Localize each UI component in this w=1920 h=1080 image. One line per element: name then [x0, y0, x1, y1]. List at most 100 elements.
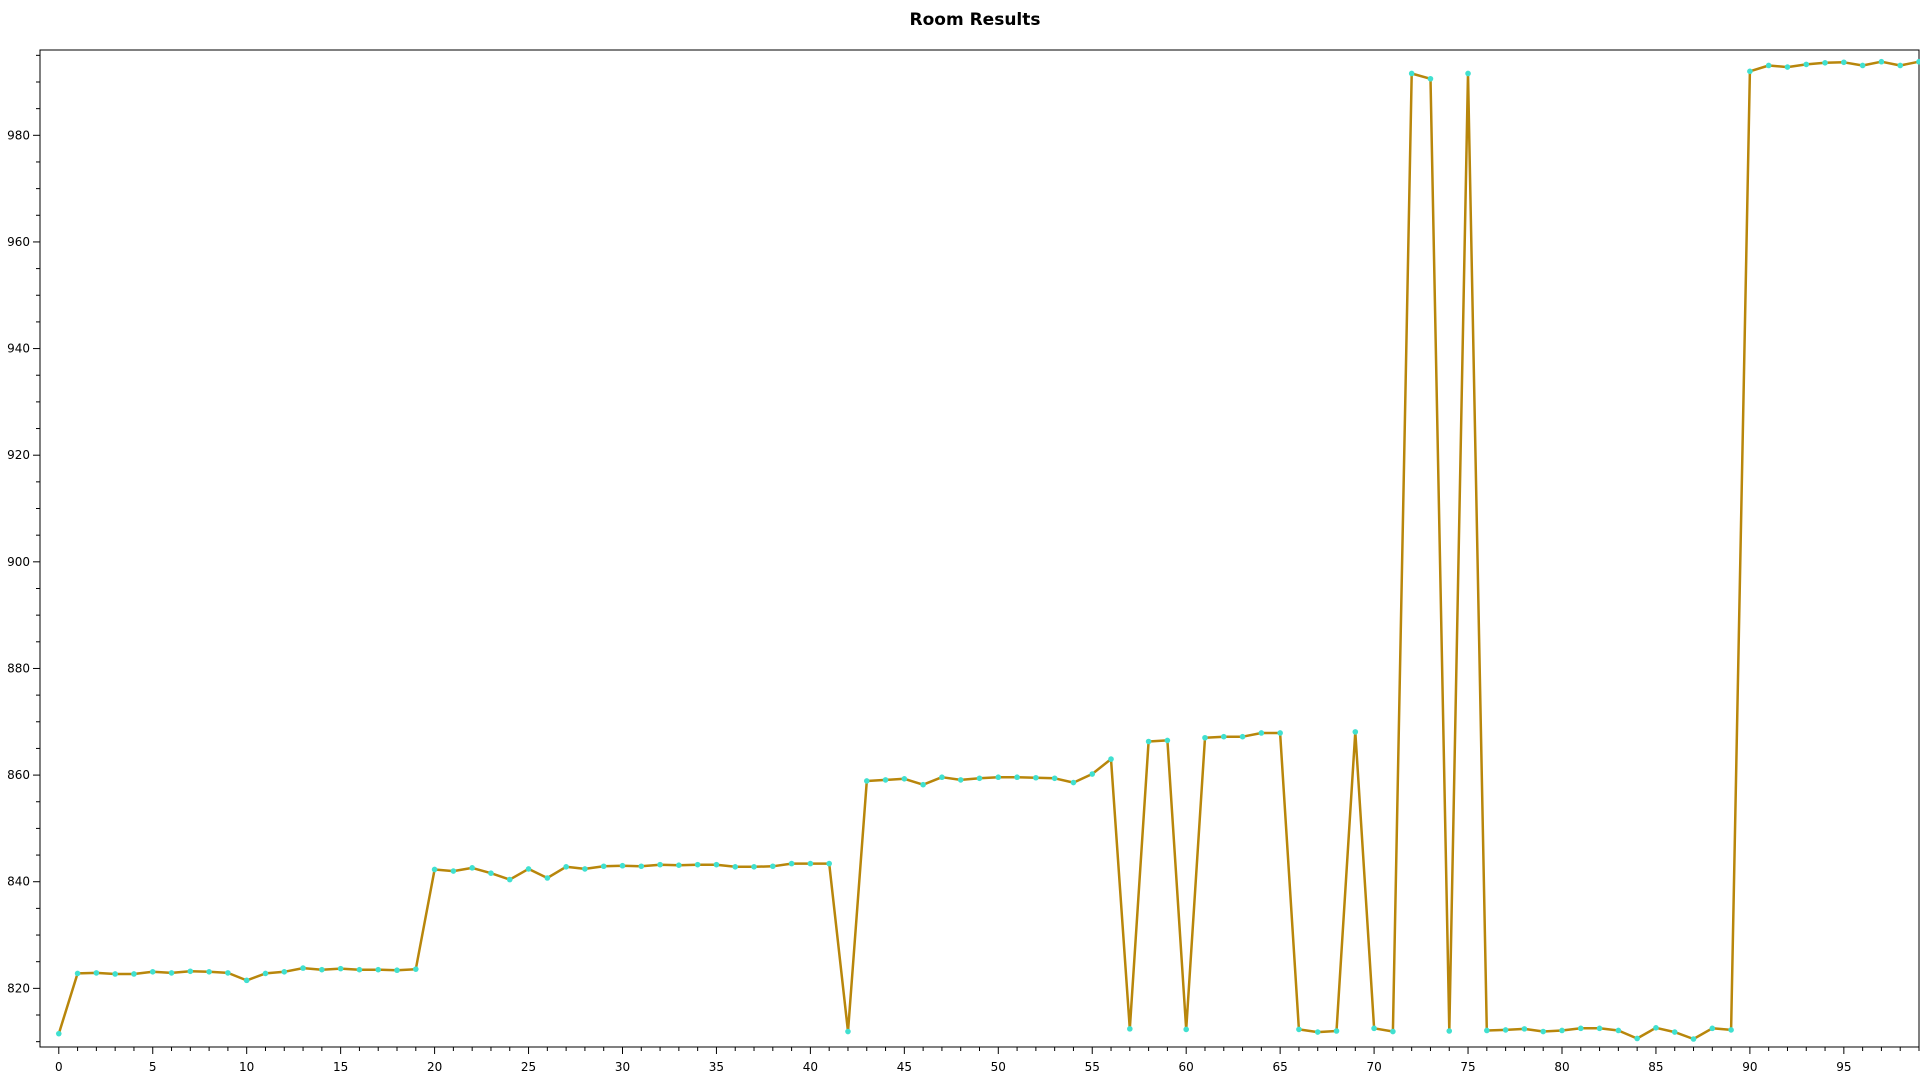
data-point — [506, 876, 513, 883]
x-tick-label: 10 — [239, 1060, 254, 1074]
data-point — [262, 970, 269, 977]
data-point — [1897, 62, 1904, 69]
data-point — [1070, 779, 1077, 786]
data-point — [168, 970, 175, 976]
data-point — [1352, 729, 1359, 735]
x-tick-label: 5 — [149, 1060, 157, 1074]
data-point — [225, 970, 231, 976]
data-point — [525, 866, 532, 872]
data-point — [657, 861, 663, 868]
data-point — [770, 863, 776, 870]
data-point — [1408, 70, 1415, 77]
data-point — [1841, 59, 1847, 66]
data-point — [1277, 730, 1283, 736]
x-tick-label: 40 — [803, 1060, 818, 1074]
x-tick-label: 25 — [521, 1060, 536, 1074]
data-point — [450, 868, 457, 874]
x-tick-label: 90 — [1742, 1060, 1757, 1074]
x-axis: 0 5 10 15 20 25 30 35 40 45 50 55 60 65 70 75 80 85 90 95 — [55, 1047, 1920, 1074]
data-point — [1145, 738, 1152, 745]
data-point — [619, 862, 626, 869]
plot-frame — [39, 49, 1920, 1048]
data-point — [901, 776, 908, 782]
x-tick-label: 95 — [1836, 1060, 1851, 1074]
data-point — [807, 860, 814, 867]
data-point — [694, 861, 701, 868]
data-point — [1859, 62, 1866, 69]
y-tick-label: 820 — [7, 981, 30, 995]
x-tick-label: 15 — [333, 1060, 348, 1074]
data-point — [1653, 1025, 1659, 1031]
data-point — [1164, 737, 1171, 744]
y-tick-label: 980 — [7, 128, 30, 142]
data-point — [713, 861, 720, 868]
series-line-group — [57, 60, 1920, 1041]
data-point — [187, 968, 194, 975]
data-point — [1371, 1025, 1377, 1032]
data-point — [1916, 58, 1920, 65]
data-point — [995, 774, 1002, 781]
data-point — [149, 969, 156, 975]
y-axis: 820 840 860 880 900 920 940 960 980 — [7, 54, 40, 1043]
data-point — [1690, 1036, 1697, 1042]
data-point — [375, 966, 382, 973]
data-point — [1784, 64, 1791, 70]
data-point — [1577, 1025, 1584, 1032]
data-point — [939, 774, 945, 781]
data-point — [112, 971, 118, 977]
data-point — [469, 865, 475, 871]
data-point — [1596, 1025, 1603, 1032]
data-point — [957, 777, 964, 783]
data-point — [1803, 61, 1810, 68]
data-point — [1314, 1029, 1321, 1035]
data-point — [394, 967, 400, 974]
data-point — [1709, 1025, 1716, 1032]
data-point — [1634, 1035, 1640, 1042]
data-point — [1127, 1026, 1133, 1032]
data-point — [600, 863, 607, 870]
data-point — [1559, 1027, 1565, 1034]
data-point — [563, 863, 569, 870]
data-point — [356, 966, 363, 973]
data-point — [1446, 1028, 1453, 1034]
data-point — [845, 1028, 851, 1035]
series-points-group — [55, 58, 1920, 1042]
x-tick-label: 30 — [615, 1060, 630, 1074]
data-point — [1014, 774, 1020, 781]
x-tick-label: 35 — [709, 1060, 724, 1074]
data-point — [300, 965, 306, 971]
data-point — [1220, 733, 1227, 740]
x-tick-label: 60 — [1179, 1060, 1194, 1074]
data-point — [826, 860, 832, 867]
data-point — [93, 970, 100, 976]
data-point — [863, 778, 870, 784]
data-point — [751, 863, 757, 870]
data-point — [1615, 1027, 1622, 1034]
data-point — [1108, 756, 1114, 762]
x-tick-label: 20 — [427, 1060, 442, 1074]
data-point — [920, 781, 926, 788]
data-point — [1671, 1029, 1678, 1035]
chart-title: Room Results — [909, 10, 1041, 30]
data-point — [582, 866, 588, 872]
data-point — [1183, 1026, 1189, 1033]
data-point — [788, 860, 795, 867]
data-point — [544, 875, 551, 881]
data-point — [1747, 68, 1753, 75]
data-point — [976, 775, 983, 782]
data-point — [1502, 1027, 1509, 1033]
data-point — [882, 777, 889, 783]
data-point — [131, 971, 137, 977]
y-tick-label: 960 — [7, 235, 30, 249]
data-point — [1822, 59, 1828, 66]
data-point — [1258, 730, 1265, 736]
data-point — [206, 969, 212, 975]
x-tick-label: 0 — [55, 1060, 63, 1074]
data-point — [1521, 1026, 1528, 1032]
data-point — [488, 870, 494, 876]
y-tick-label: 860 — [7, 768, 30, 782]
data-point — [1465, 70, 1471, 77]
data-point — [1033, 774, 1039, 781]
data-point — [1296, 1026, 1302, 1033]
